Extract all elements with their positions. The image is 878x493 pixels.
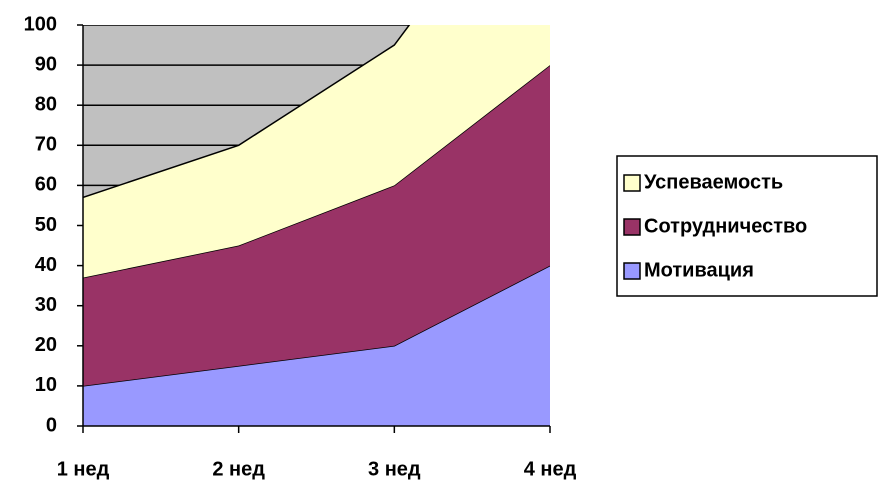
x-tick-label: 2 нед [212, 458, 265, 480]
y-tick-label: 80 [35, 93, 57, 115]
area-top [83, 25, 411, 199]
area-fill [83, 265, 550, 426]
legend-swatch [623, 174, 641, 192]
legend-label: Сотрудничество [644, 215, 807, 237]
y-tick-label: 90 [35, 53, 57, 75]
y-tick-label: 20 [35, 334, 57, 356]
y-tick-label: 30 [35, 294, 57, 316]
area-fill [83, 65, 550, 386]
area-top [83, 264, 550, 387]
y-tick-label: 40 [35, 254, 57, 276]
plot-area [83, 25, 550, 426]
y-tick-label: 60 [35, 174, 57, 196]
y-tick-label: 50 [35, 214, 57, 236]
y-tick-label: 10 [35, 374, 57, 396]
x-tick-label: 3 нед [368, 458, 421, 480]
legend-label: Успеваемость [644, 171, 783, 193]
x-tick-label: 4 нед [524, 458, 577, 480]
legend-swatch [623, 262, 641, 280]
area-fill [83, 25, 550, 278]
y-tick-label: 70 [35, 134, 57, 156]
legend-swatch [623, 218, 641, 236]
y-tick-label: 100 [24, 13, 57, 35]
legend-label: Мотивация [644, 259, 754, 281]
legend-box [616, 155, 878, 297]
y-tick-label: 0 [46, 414, 57, 436]
x-tick-label: 1 нед [57, 458, 110, 480]
